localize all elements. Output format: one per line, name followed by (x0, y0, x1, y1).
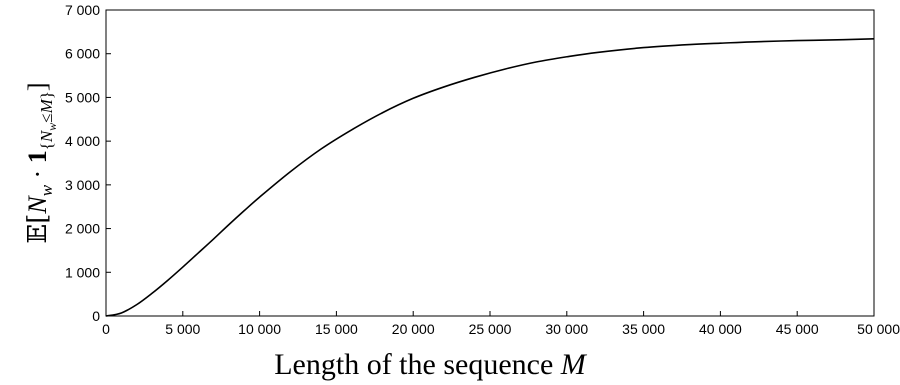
x-axis-title: Length of the sequence M (274, 348, 588, 381)
x-axis-ticks: 0 5 000 10 000 15 000 20 000 25 000 30 000 35 0… (102, 311, 900, 337)
y-tick-label: 4 000 (65, 133, 100, 149)
x-tick-label: 20 000 (392, 321, 435, 337)
y-tick-label: 3 000 (65, 177, 100, 193)
y-axis-ticks: 0 1 000 2 000 3 000 4 000 5 000 6 000 7 000 (65, 2, 111, 324)
x-tick-label: 50 000 (857, 321, 900, 337)
x-tick-label: 30 000 (545, 321, 588, 337)
x-tick-label: 10 000 (238, 321, 281, 337)
y-tick-label: 5 000 (65, 89, 100, 105)
x-tick-label: 45 000 (776, 321, 819, 337)
x-tick-label: 0 (102, 321, 110, 337)
y-tick-label: 0 (92, 308, 100, 324)
x-tick-label: 5 000 (165, 321, 200, 337)
svg-text:𝔼[Nw · 1{Nw≤M}]: 𝔼[Nw · 1{Nw≤M}] (23, 82, 59, 243)
y-tick-label: 1 000 (65, 264, 100, 280)
series-line (105, 38, 875, 317)
x-tick-label: 25 000 (469, 321, 512, 337)
y-axis-title: 𝔼[Nw · 1{Nw≤M}] (23, 82, 59, 243)
x-tick-label: 35 000 (622, 321, 665, 337)
plot-frame (105, 9, 875, 317)
y-tick-label: 6 000 (65, 46, 100, 62)
x-tick-label: 40 000 (699, 321, 742, 337)
y-tick-label: 2 000 (65, 221, 100, 237)
y-tick-label: 7 000 (65, 2, 100, 18)
x-tick-label: 15 000 (315, 321, 358, 337)
